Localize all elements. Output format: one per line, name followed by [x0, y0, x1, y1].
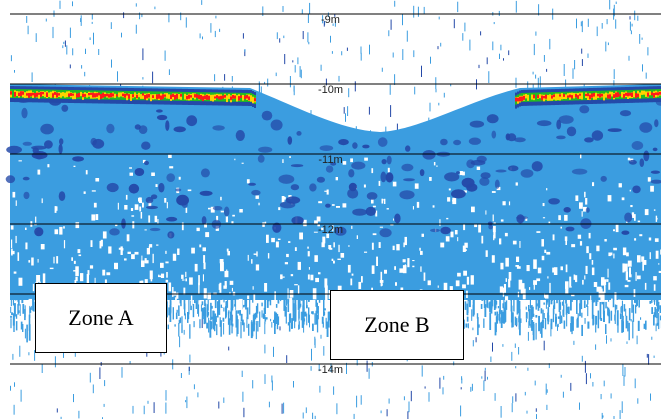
speckle-layer — [10, 154, 661, 311]
zone-b-box[interactable]: Zone B — [330, 290, 464, 360]
water-column-echo — [10, 84, 661, 300]
zone-a-label: Zone A — [68, 305, 134, 330]
zone-a-box[interactable]: Zone A — [35, 283, 167, 353]
bottom-echo-band-layer — [10, 86, 661, 109]
zone-b-label: Zone B — [364, 312, 430, 337]
dense-echo-layer — [5, 96, 661, 239]
depth-grid — [10, 13, 661, 365]
